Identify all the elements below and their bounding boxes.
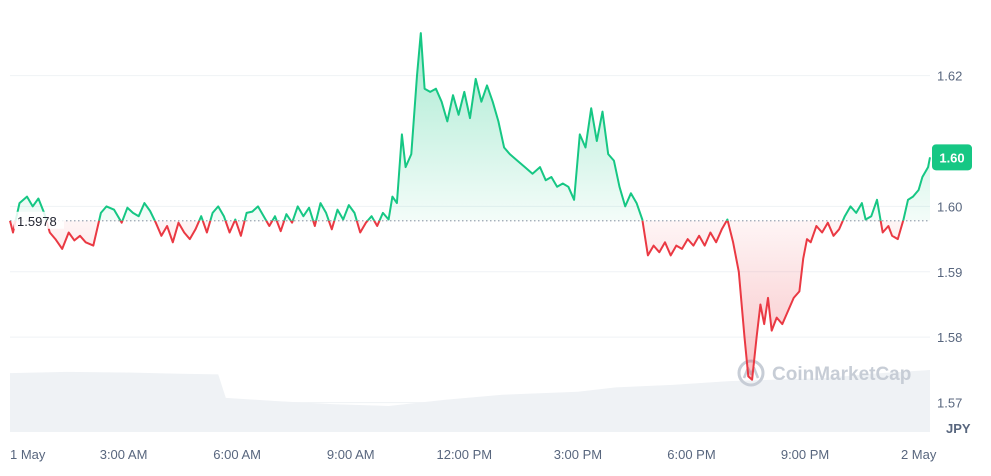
reference-label-background: [14, 211, 64, 229]
x-tick-label: 9:00 PM: [781, 447, 829, 462]
series-line-down: [9, 220, 905, 381]
x-tick-label: 6:00 AM: [213, 447, 261, 462]
watermark-text: CoinMarketCap: [772, 364, 911, 385]
y-tick-label: 1.57: [937, 396, 962, 411]
watermark: CoinMarketCap: [737, 359, 911, 387]
x-tick-label: 12:00 PM: [436, 447, 492, 462]
y-tick-label: 1.62: [937, 69, 962, 84]
y-axis: 1.57 1.58 1.59 1.60 1.62: [937, 69, 962, 411]
series-line-up: [10, 32, 931, 221]
x-axis: 1 May 3:00 AM 6:00 AM 9:00 AM 12:00 PM 3:00 P…: [10, 447, 937, 462]
x-tick-label: 3:00 PM: [554, 447, 602, 462]
down-area-fill: [10, 220, 930, 380]
up-area-fill: [15, 33, 930, 221]
y-tick-label: 1.59: [937, 265, 962, 280]
x-tick-label: 3:00 AM: [100, 447, 148, 462]
currency-unit-label: JPY: [946, 421, 971, 436]
x-tick-label: 2 May: [901, 447, 937, 462]
reference-value-label: 1.5978: [17, 214, 57, 229]
volume-area: [10, 370, 930, 432]
y-tick-label: 1.58: [937, 330, 962, 345]
current-price-badge: 1.60: [932, 144, 972, 171]
current-price-value: 1.60: [939, 150, 964, 165]
y-tick-label: 1.60: [937, 199, 962, 214]
x-tick-label: 1 May: [10, 447, 46, 462]
x-tick-label: 6:00 PM: [667, 447, 715, 462]
x-tick-label: 9:00 AM: [327, 447, 375, 462]
